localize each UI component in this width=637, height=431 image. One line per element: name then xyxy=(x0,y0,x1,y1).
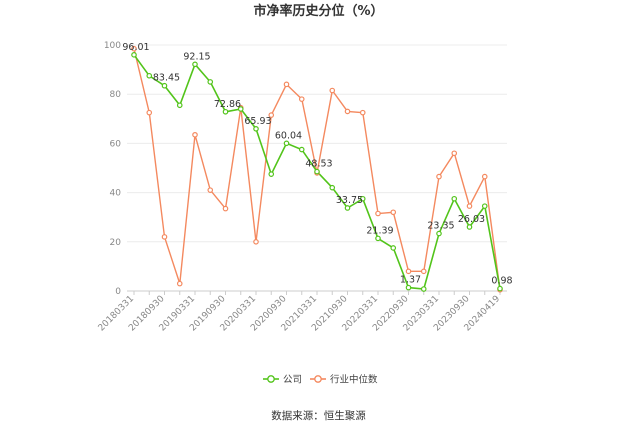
y-tick-label: 20 xyxy=(110,238,122,248)
legend-label: 公司 xyxy=(283,375,302,386)
data-point xyxy=(481,173,488,180)
data-label: 96.01 xyxy=(122,42,149,53)
data-label: 21.39 xyxy=(366,225,393,236)
data-point xyxy=(344,108,351,115)
data-point xyxy=(253,126,259,132)
data-point xyxy=(420,286,427,292)
data-point xyxy=(298,146,305,153)
data-point xyxy=(176,102,183,109)
data-point xyxy=(192,61,198,68)
data-point xyxy=(131,52,137,58)
data-point xyxy=(192,131,198,138)
legend[interactable]: 公司 行业中位数 xyxy=(263,374,378,386)
data-point xyxy=(161,82,168,89)
series-points xyxy=(131,45,503,293)
x-axis: 2018033120180930201903312019093020200331… xyxy=(97,291,502,334)
data-point xyxy=(451,195,458,202)
data-label: 0.98 xyxy=(491,276,512,287)
data-point xyxy=(359,109,366,116)
data-point xyxy=(405,284,412,291)
data-point xyxy=(436,230,442,237)
y-tick-label: 40 xyxy=(110,189,122,199)
data-label: 1.37 xyxy=(400,275,421,286)
data-label: 23.35 xyxy=(427,221,454,232)
data-point xyxy=(131,45,137,52)
legend-item-company[interactable]: 公司 xyxy=(263,375,302,386)
data-point xyxy=(207,187,214,193)
data-point xyxy=(390,209,397,216)
y-tick-label: 0 xyxy=(115,287,121,297)
data-point xyxy=(497,285,503,292)
data-point xyxy=(329,184,336,191)
data-point xyxy=(466,203,473,209)
data-point xyxy=(375,210,381,217)
data-point xyxy=(375,235,381,242)
data-point xyxy=(207,79,214,85)
data-point xyxy=(237,106,244,112)
data-point xyxy=(283,81,290,88)
data-point xyxy=(161,234,168,240)
data-label: 83.45 xyxy=(153,73,180,84)
y-tick-label: 100 xyxy=(104,41,121,51)
data-point xyxy=(314,168,320,175)
grid-lines xyxy=(127,44,507,292)
data-point xyxy=(420,268,427,275)
data-label: 26.03 xyxy=(458,214,485,225)
data-point xyxy=(466,224,473,230)
legend-label: 行业中位数 xyxy=(330,374,378,386)
legend-item-industry-median[interactable]: 行业中位数 xyxy=(310,374,378,386)
data-point xyxy=(283,140,290,147)
data-point xyxy=(268,171,275,177)
data-point xyxy=(253,239,259,245)
data-point xyxy=(176,280,183,287)
data-point xyxy=(390,245,397,251)
legend-marker xyxy=(267,375,275,383)
data-label: 72.86 xyxy=(214,99,241,110)
data-label: 33.75 xyxy=(336,195,363,206)
data-label: 60.04 xyxy=(275,130,302,141)
data-point xyxy=(481,203,488,209)
data-point xyxy=(436,173,442,180)
legend-marker xyxy=(314,375,322,383)
data-point xyxy=(359,195,366,202)
data-label: 48.53 xyxy=(305,159,332,170)
data-point xyxy=(344,205,351,211)
data-point xyxy=(268,112,275,118)
data-point xyxy=(405,268,412,275)
data-point xyxy=(329,87,336,94)
data-label: 92.15 xyxy=(183,51,210,62)
y-tick-label: 60 xyxy=(110,139,122,149)
data-point xyxy=(146,72,153,79)
chart-title: 市净率历史分位（%） xyxy=(253,3,383,19)
data-label: 65.93 xyxy=(244,116,271,127)
data-point xyxy=(146,109,153,116)
data-point xyxy=(298,96,305,102)
data-point xyxy=(222,205,229,212)
y-tick-label: 80 xyxy=(110,90,122,100)
data-point xyxy=(222,108,229,115)
source-note: 数据来源：恒生聚源 xyxy=(271,409,366,422)
data-point xyxy=(451,150,458,157)
y-axis-ticks: 0 20 40 60 80 100 xyxy=(104,41,121,297)
